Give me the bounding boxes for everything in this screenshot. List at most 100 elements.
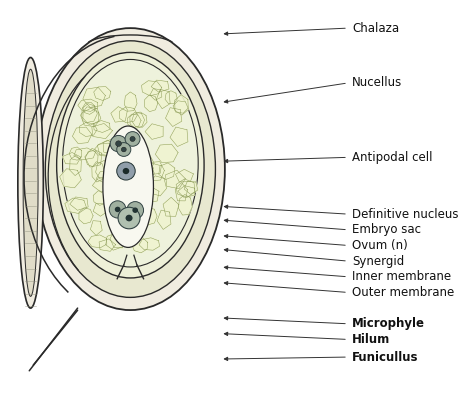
Polygon shape — [88, 235, 107, 248]
Text: Inner membrane: Inner membrane — [352, 270, 451, 283]
Polygon shape — [139, 238, 160, 250]
Polygon shape — [120, 153, 133, 167]
Polygon shape — [175, 183, 188, 201]
Polygon shape — [124, 92, 137, 111]
Polygon shape — [118, 212, 131, 223]
Polygon shape — [163, 197, 179, 216]
Polygon shape — [159, 163, 175, 180]
Polygon shape — [83, 87, 105, 107]
Polygon shape — [96, 160, 112, 179]
Polygon shape — [110, 230, 127, 248]
Text: Outer membrane: Outer membrane — [352, 286, 455, 299]
Polygon shape — [65, 198, 87, 213]
Polygon shape — [111, 152, 132, 172]
Polygon shape — [144, 186, 159, 202]
Text: Ovum (n): Ovum (n) — [352, 239, 408, 252]
Polygon shape — [150, 88, 162, 100]
Ellipse shape — [36, 28, 225, 310]
Polygon shape — [110, 163, 131, 177]
Polygon shape — [92, 177, 113, 193]
Polygon shape — [122, 163, 143, 176]
Polygon shape — [178, 195, 192, 215]
Text: Nucellus: Nucellus — [352, 76, 402, 90]
Polygon shape — [95, 143, 116, 156]
Polygon shape — [112, 168, 129, 185]
Polygon shape — [110, 142, 125, 159]
Polygon shape — [132, 112, 147, 127]
Ellipse shape — [126, 215, 133, 221]
Polygon shape — [82, 102, 95, 114]
Ellipse shape — [127, 202, 144, 219]
Polygon shape — [156, 89, 170, 109]
Polygon shape — [119, 107, 137, 123]
Polygon shape — [115, 143, 128, 163]
Text: Synergid: Synergid — [352, 255, 405, 268]
Polygon shape — [96, 172, 117, 184]
Polygon shape — [111, 107, 127, 122]
Polygon shape — [78, 99, 98, 111]
Polygon shape — [111, 179, 131, 191]
Ellipse shape — [23, 69, 38, 296]
Polygon shape — [131, 188, 147, 204]
Ellipse shape — [123, 168, 129, 174]
Polygon shape — [73, 127, 92, 143]
Ellipse shape — [57, 52, 204, 278]
Ellipse shape — [63, 59, 198, 267]
Polygon shape — [178, 185, 195, 197]
Polygon shape — [145, 124, 163, 140]
Polygon shape — [70, 197, 88, 210]
Ellipse shape — [46, 41, 215, 298]
Polygon shape — [184, 181, 198, 195]
Polygon shape — [103, 139, 118, 154]
Polygon shape — [165, 170, 185, 189]
Polygon shape — [69, 147, 82, 160]
Polygon shape — [126, 186, 142, 198]
Polygon shape — [151, 80, 169, 92]
Ellipse shape — [115, 207, 120, 212]
Polygon shape — [93, 203, 108, 216]
Polygon shape — [142, 163, 161, 175]
Polygon shape — [85, 148, 102, 167]
Text: Hilum: Hilum — [352, 333, 391, 346]
Ellipse shape — [125, 132, 140, 146]
Polygon shape — [142, 81, 162, 96]
Text: Microphyle: Microphyle — [352, 317, 425, 330]
Polygon shape — [83, 108, 99, 125]
Polygon shape — [143, 208, 157, 225]
Polygon shape — [94, 87, 111, 101]
Polygon shape — [85, 151, 98, 167]
Ellipse shape — [117, 162, 135, 180]
Polygon shape — [130, 112, 145, 129]
Polygon shape — [128, 114, 141, 128]
Polygon shape — [173, 101, 188, 113]
Polygon shape — [82, 104, 97, 123]
Polygon shape — [155, 144, 178, 163]
Polygon shape — [63, 152, 81, 164]
Ellipse shape — [117, 143, 131, 156]
Polygon shape — [93, 191, 109, 205]
Polygon shape — [145, 95, 158, 112]
Polygon shape — [81, 107, 101, 127]
Ellipse shape — [130, 136, 135, 141]
Polygon shape — [70, 155, 81, 176]
Ellipse shape — [110, 136, 127, 152]
Polygon shape — [157, 210, 171, 230]
Polygon shape — [174, 95, 188, 115]
Polygon shape — [125, 138, 138, 156]
Polygon shape — [175, 169, 193, 182]
Polygon shape — [92, 162, 105, 182]
Polygon shape — [60, 169, 82, 188]
Polygon shape — [92, 123, 112, 139]
Text: Embryo sac: Embryo sac — [352, 223, 421, 236]
Polygon shape — [135, 154, 154, 171]
Polygon shape — [148, 162, 164, 181]
Polygon shape — [74, 148, 96, 160]
Polygon shape — [106, 233, 124, 250]
Text: Antipodal cell: Antipodal cell — [352, 151, 433, 164]
Polygon shape — [93, 121, 110, 132]
Polygon shape — [176, 179, 195, 198]
Polygon shape — [97, 140, 117, 156]
Ellipse shape — [121, 147, 126, 152]
Polygon shape — [149, 176, 166, 196]
Ellipse shape — [103, 126, 154, 248]
